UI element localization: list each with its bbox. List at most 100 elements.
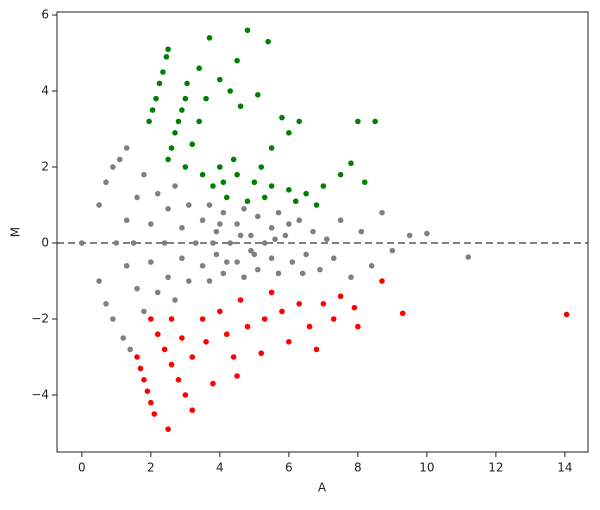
point [220, 179, 227, 186]
point [199, 171, 206, 178]
point [179, 225, 185, 231]
point [286, 221, 292, 227]
point [330, 255, 337, 262]
point [165, 46, 171, 53]
point [179, 107, 185, 113]
point [146, 118, 152, 125]
point [116, 156, 123, 163]
point [348, 160, 354, 167]
x-tick-label: 10 [419, 461, 434, 475]
x-tick-label: 4 [216, 461, 224, 475]
point [299, 270, 306, 277]
point [237, 103, 244, 110]
point [313, 202, 320, 208]
point [424, 230, 430, 237]
point [296, 301, 303, 307]
point [217, 164, 223, 170]
x-tick-label: 8 [354, 461, 362, 475]
point [199, 217, 206, 224]
point [389, 247, 396, 254]
point [182, 164, 189, 170]
point [261, 316, 268, 322]
point [268, 225, 275, 231]
point [251, 251, 258, 258]
point [217, 221, 223, 227]
point [275, 270, 282, 277]
point [406, 232, 413, 239]
point [234, 373, 240, 379]
point [179, 335, 185, 341]
point [120, 335, 127, 341]
point [379, 278, 385, 284]
point [206, 35, 213, 41]
point [255, 266, 261, 273]
point [123, 263, 130, 269]
point [361, 179, 368, 186]
point [189, 407, 196, 414]
point [163, 54, 170, 60]
point [241, 274, 247, 281]
point [110, 164, 116, 170]
point [196, 118, 202, 125]
point [96, 278, 102, 284]
point [206, 202, 213, 208]
point [255, 213, 261, 220]
point [244, 27, 251, 34]
x-tick-label: 0 [78, 461, 86, 475]
point [255, 92, 261, 98]
y-tick-label: 2 [41, 160, 49, 174]
point [110, 316, 116, 322]
point [348, 274, 354, 281]
point [265, 38, 271, 45]
point [123, 145, 130, 151]
point [148, 259, 154, 265]
point [161, 346, 168, 353]
point [234, 57, 240, 64]
point [379, 209, 385, 216]
point [189, 354, 196, 360]
point [199, 316, 206, 322]
point [244, 198, 251, 205]
point [368, 263, 375, 269]
point [234, 221, 240, 227]
point [258, 164, 265, 170]
point [355, 118, 361, 125]
point [223, 331, 230, 338]
point [337, 171, 344, 178]
point [154, 331, 161, 338]
point [220, 209, 227, 216]
y-axis-label: M [9, 227, 23, 237]
point [123, 217, 130, 224]
point [234, 171, 240, 178]
point [292, 198, 299, 205]
point [237, 297, 244, 303]
point [210, 380, 216, 387]
point [268, 145, 275, 151]
point [165, 426, 171, 433]
point [203, 95, 209, 102]
point [324, 236, 330, 243]
y-tick-label: 0 [41, 236, 49, 250]
point [175, 118, 182, 125]
point [248, 247, 254, 254]
point [172, 130, 178, 136]
point [189, 141, 196, 148]
point [241, 206, 247, 212]
x-tick-label: 14 [557, 461, 572, 475]
x-tick-label: 12 [488, 461, 503, 475]
point [286, 130, 292, 136]
point [137, 365, 144, 372]
point [153, 95, 159, 102]
point [244, 323, 251, 330]
y-tick-label: 4 [41, 84, 49, 98]
point [248, 232, 254, 239]
point [134, 354, 140, 360]
point [279, 114, 285, 121]
point [465, 254, 472, 260]
point [358, 228, 365, 235]
point [313, 346, 320, 353]
point [186, 202, 192, 208]
point [165, 156, 171, 163]
point [337, 217, 344, 224]
